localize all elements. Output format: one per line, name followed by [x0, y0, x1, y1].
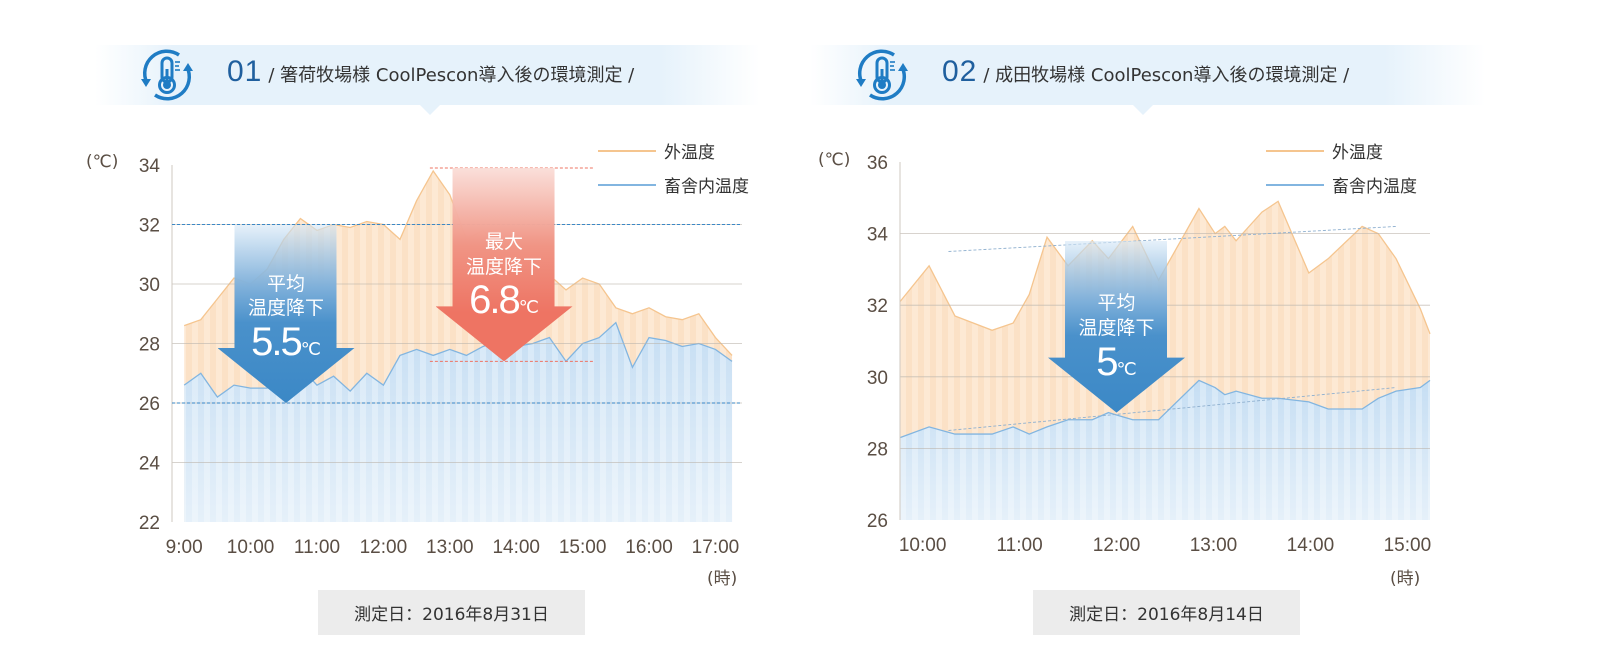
legend-swatch-outside [1266, 149, 1324, 152]
x-tick-label: 12:00 [1093, 535, 1141, 556]
y-axis-unit: (℃) [818, 150, 851, 170]
inside-temp-area-fade [900, 380, 1430, 520]
inside-temp-line [899, 379, 1431, 439]
y-tick-label: 26 [139, 394, 160, 415]
arrow-label: 平均 [1097, 292, 1136, 315]
arrow-label: 最大 [485, 230, 524, 253]
measurement-date: 測定日：2016年8月31日 [318, 590, 585, 635]
arrow-label: 温度降下 [1078, 316, 1155, 339]
panel-title-text: / 箸荷牧場様 CoolPescon導入後の環境測定 / [268, 65, 635, 86]
x-tick-label: 10:00 [899, 535, 947, 556]
arrow-value: 5℃ [1096, 339, 1137, 384]
y-tick-label: 26 [867, 511, 888, 532]
legend-item-inside: 畜舎内温度 [598, 172, 749, 197]
x-tick-label: 14:00 [492, 537, 540, 558]
arrow-value: 5.5℃ [251, 320, 321, 364]
x-tick-label: 15:00 [1384, 535, 1432, 556]
legend-item-outside: 外温度 [1266, 138, 1383, 163]
legend-swatch-outside [598, 149, 656, 152]
y-tick-label: 34 [139, 156, 161, 177]
legend-label: 畜舎内温度 [1332, 177, 1417, 197]
legend-item-inside: 畜舎内温度 [1266, 172, 1417, 197]
y-axis-unit: (℃) [86, 152, 119, 172]
inside-temp-area-fade [184, 322, 733, 522]
trend-line [948, 225, 1397, 252]
y-tick-label: 28 [867, 439, 888, 460]
y-tick-label: 32 [139, 216, 160, 237]
panel-1-header: 01 / 箸荷牧場様 CoolPescon導入後の環境測定 / [95, 45, 760, 115]
y-tick-label: 24 [139, 454, 161, 475]
panel-number: 01 [227, 55, 263, 88]
outside-temp-line [899, 200, 1431, 335]
x-tick-label: 12:00 [360, 537, 408, 558]
x-tick-label: 10:00 [227, 537, 275, 558]
header-pointer [1133, 105, 1153, 115]
measurement-date: 測定日：2016年8月14日 [1033, 590, 1300, 635]
x-tick-label: 17:00 [692, 537, 740, 558]
y-tick-label: 32 [867, 296, 888, 317]
legend-label: 外温度 [664, 143, 715, 163]
legend-label: 畜舎内温度 [664, 177, 749, 197]
y-tick-label: 30 [867, 368, 888, 389]
thermometer-cycle-icon [856, 49, 908, 101]
thermometer-cycle-icon [141, 49, 193, 101]
y-tick-label: 22 [139, 513, 160, 534]
x-axis-unit: (時) [1390, 569, 1421, 589]
panel-title-text: / 成田牧場様 CoolPescon導入後の環境測定 / [983, 65, 1350, 86]
header-pointer [420, 105, 440, 115]
x-axis-unit: (時) [707, 569, 738, 589]
panel-title: 02 / 成田牧場様 CoolPescon導入後の環境測定 / [942, 55, 1349, 89]
x-tick-label: 11:00 [997, 535, 1043, 556]
x-tick-label: 9:00 [166, 537, 203, 558]
y-tick-label: 34 [867, 225, 889, 246]
x-tick-label: 16:00 [625, 537, 673, 558]
arrow-label: 温度降下 [466, 255, 543, 278]
panel-2-header: 02 / 成田牧場様 CoolPescon導入後の環境測定 / [810, 45, 1485, 115]
x-tick-label: 13:00 [426, 537, 474, 558]
legend-label: 外温度 [1332, 143, 1383, 163]
x-tick-label: 13:00 [1190, 535, 1238, 556]
x-tick-label: 14:00 [1287, 535, 1335, 556]
panel-title: 01 / 箸荷牧場様 CoolPescon導入後の環境測定 / [227, 55, 634, 89]
arrow-value: 6.8℃ [469, 278, 539, 323]
legend-item-outside: 外温度 [598, 138, 715, 163]
y-tick-label: 30 [139, 275, 160, 296]
x-tick-label: 11:00 [294, 537, 340, 558]
y-tick-label: 36 [867, 153, 888, 174]
arrow-label: 平均 [266, 272, 305, 295]
panel-number: 02 [942, 55, 978, 88]
x-tick-label: 15:00 [559, 537, 607, 558]
legend-swatch-inside [598, 183, 656, 186]
y-tick-label: 28 [139, 335, 160, 356]
arrow-label: 温度降下 [247, 297, 324, 320]
legend-swatch-inside [1266, 183, 1324, 186]
